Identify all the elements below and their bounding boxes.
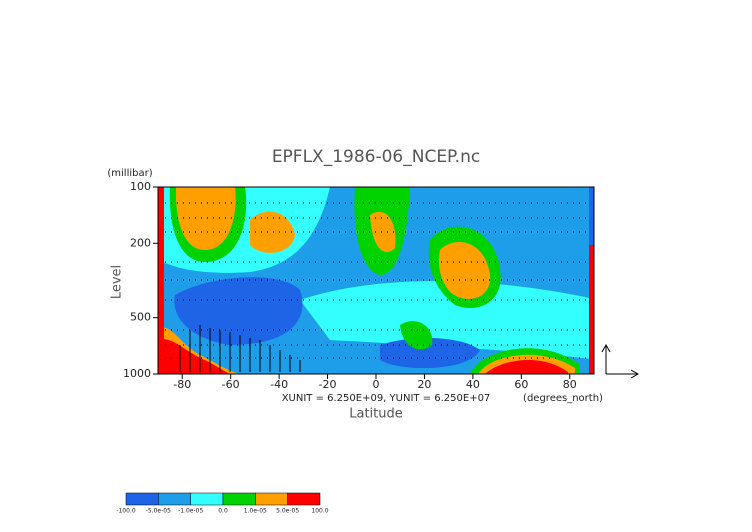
colorbar-swatch	[125, 492, 159, 506]
annotation: XUNIT = 6.250E+09, YUNIT = 6.250E+07	[282, 393, 491, 404]
y-tick-label: 1000	[123, 367, 151, 380]
colorbar-swatch	[255, 492, 288, 506]
y-tick-label: 100	[130, 180, 151, 193]
colorbar-label: 100.0	[311, 508, 328, 515]
colorbar-swatch	[287, 492, 321, 506]
x-tick-label: -60	[222, 378, 240, 391]
y-unit: (millibar)	[107, 168, 152, 179]
y-label: Level	[110, 265, 125, 299]
chart-title: EPFLX_1986-06_NCEP.nc	[272, 147, 480, 167]
colorbar-label: 0.0	[218, 508, 228, 515]
colorbar-label: -5.0e-05	[146, 508, 171, 515]
colorbar-swatch	[190, 492, 224, 506]
y-tick-label: 500	[130, 311, 151, 324]
x-tick-label: 20	[417, 378, 431, 391]
colorbar-label: 5.0e-05	[276, 508, 299, 515]
colorbar-swatch	[222, 492, 256, 506]
x-tick-label: 60	[514, 378, 528, 391]
colorbar-label: -100.0	[116, 508, 136, 515]
contour-field	[158, 187, 594, 374]
x-tick-label: 40	[466, 378, 480, 391]
x-tick-label: 80	[563, 378, 577, 391]
x-tick-label: -40	[270, 378, 288, 391]
x-tick-label: -80	[173, 378, 191, 391]
x-label: Latitude	[349, 407, 403, 422]
x-tick-label: -20	[319, 378, 337, 391]
colorbar-label: 1.0e-05	[244, 508, 267, 515]
reference-vector	[601, 343, 640, 379]
y-tick-label: 200	[130, 236, 151, 249]
colorbar-label: -1.0e-05	[178, 508, 203, 515]
x-tick-label: 0	[373, 378, 380, 391]
colorbar-swatch	[158, 492, 191, 506]
x-unit: (degrees_north)	[523, 393, 603, 404]
